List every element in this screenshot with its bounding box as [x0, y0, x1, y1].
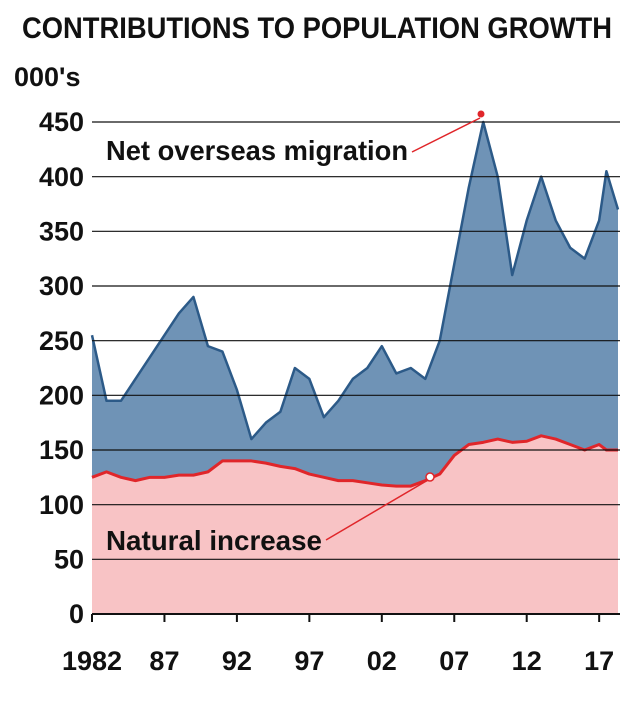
- y-tick-label: 450: [39, 107, 84, 137]
- y-tick-label: 400: [39, 162, 84, 192]
- series-label: Natural increase: [106, 525, 322, 556]
- y-tick-label: 50: [54, 544, 84, 574]
- x-tick-label: 12: [512, 646, 542, 676]
- x-tick-label: 1982: [62, 646, 122, 676]
- y-tick-label: 100: [39, 490, 84, 520]
- y-tick-label: 300: [39, 271, 84, 301]
- area: [92, 435, 618, 614]
- y-tick-label: 0: [69, 599, 84, 629]
- y-axis-unit: 000's: [14, 62, 81, 92]
- x-tick-label: 02: [367, 646, 397, 676]
- x-tick-label: 87: [149, 646, 179, 676]
- x-tick-label: 17: [584, 646, 614, 676]
- annotations: Net overseas migration Natural increase: [106, 110, 485, 556]
- line: [90, 120, 620, 441]
- x-tick-label: 97: [294, 646, 324, 676]
- y-tick-label: 350: [39, 216, 84, 246]
- line: [91, 434, 618, 488]
- annotation-pointer: [325, 479, 429, 541]
- y-tick-label: 250: [39, 326, 84, 356]
- chart-title: CONTRIBUTIONS TO POPULATION GROWTH: [22, 12, 612, 45]
- annotation-dot: [477, 110, 485, 118]
- axes: 0 50 100 150 200 250 300 350 400 450 1982 87 92 97 02 0…: [39, 107, 614, 676]
- x-tick-label: 07: [439, 646, 469, 676]
- annotation-dot: [425, 472, 435, 482]
- y-tick-label: 200: [39, 380, 84, 410]
- series-label: Net overseas migration: [106, 135, 408, 166]
- annotation-pointer: [411, 117, 481, 153]
- x-tick-label: 92: [222, 646, 252, 676]
- y-tick-label: 150: [39, 435, 84, 465]
- lines: [90, 120, 620, 615]
